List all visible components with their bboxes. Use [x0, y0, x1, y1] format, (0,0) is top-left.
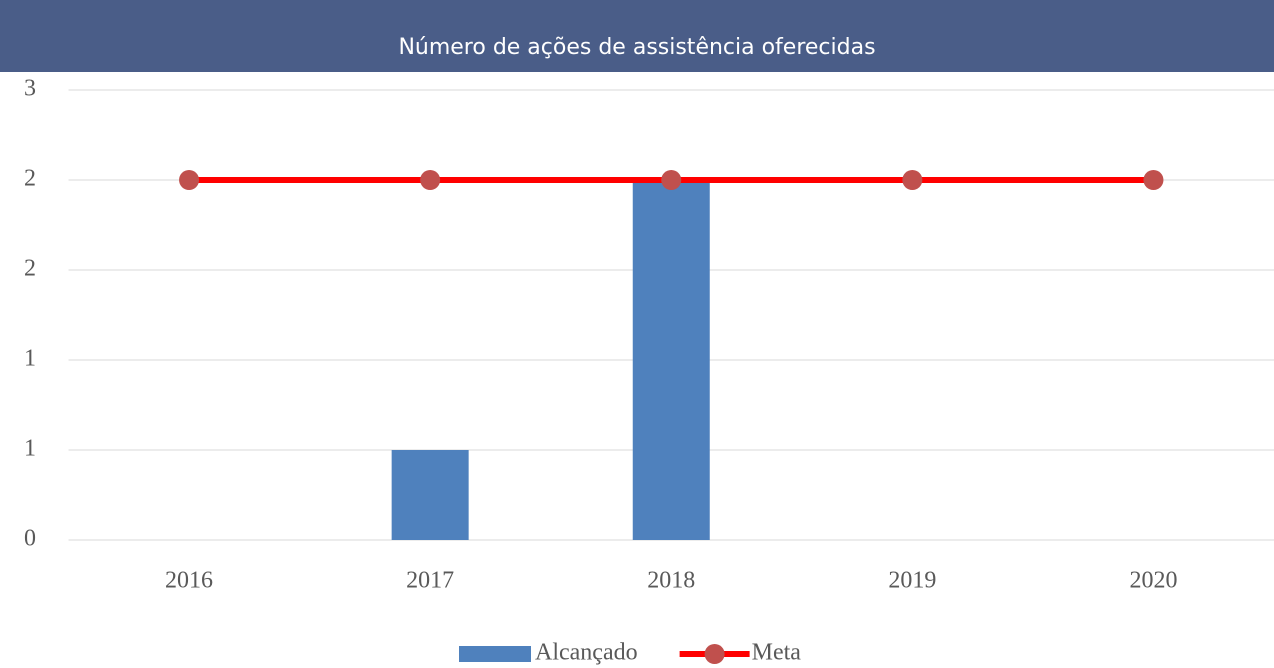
y-tick-label: 1 — [24, 346, 36, 372]
marker — [661, 170, 682, 190]
marker — [1143, 170, 1164, 190]
y-tick-label: 2 — [24, 256, 36, 282]
bar — [391, 450, 469, 540]
title-bar — [0, 0, 1274, 72]
marker — [420, 170, 441, 190]
x-tick-label: 2018 — [647, 568, 695, 594]
y-tick-label: 3 — [24, 76, 36, 102]
y-tick-label: 0 — [24, 526, 36, 552]
x-tick-label: 2017 — [406, 568, 454, 594]
legend-label: Meta — [752, 640, 802, 666]
legend-label: Alcançado — [535, 640, 638, 666]
marker — [179, 170, 200, 190]
x-tick-label: 2019 — [888, 568, 936, 594]
x-tick-label: 2016 — [165, 568, 213, 594]
chart-title: Número de ações de assistência oferecida… — [398, 35, 875, 60]
x-tick-label: 2020 — [1129, 568, 1177, 594]
y-tick-label: 1 — [24, 436, 36, 462]
y-tick-label: 2 — [24, 166, 36, 192]
marker — [902, 170, 923, 190]
legend-swatch — [704, 644, 725, 664]
bar — [632, 180, 710, 540]
legend-swatch — [459, 646, 531, 662]
